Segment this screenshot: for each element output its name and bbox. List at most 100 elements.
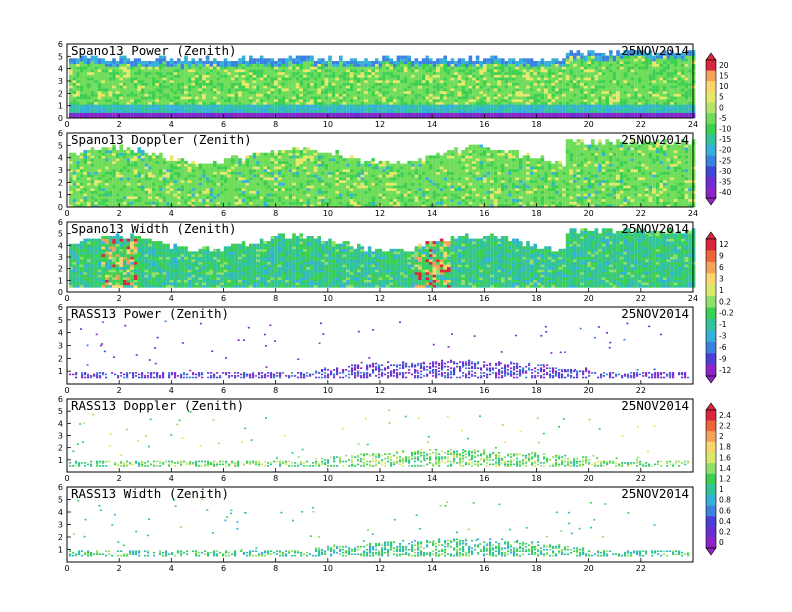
data-cell: [504, 69, 509, 73]
data-cell: [508, 71, 512, 75]
data-cell: [112, 152, 116, 156]
data-cell: [231, 63, 235, 67]
data-cell: [238, 82, 242, 86]
data-cell: [69, 96, 73, 100]
data-cell: [623, 82, 627, 86]
data-cell: [511, 61, 516, 64]
data-cell: [544, 77, 548, 81]
data-cell: [180, 74, 185, 78]
data-cell: [544, 107, 548, 111]
data-cell: [576, 85, 581, 89]
data-cell: [177, 204, 181, 208]
data-cell: [187, 198, 192, 202]
data-cell: [573, 99, 577, 102]
data-cell: [407, 69, 411, 73]
data-cell: [119, 171, 123, 175]
data-cell: [637, 50, 642, 54]
data-cell: [321, 88, 325, 92]
data-cell: [623, 77, 627, 81]
data-cell: [195, 61, 199, 64]
data-cell: [119, 55, 123, 59]
data-cell: [245, 104, 249, 108]
data-cell: [501, 63, 505, 67]
data-cell: [223, 169, 228, 172]
data-cell: [457, 74, 462, 78]
data-cell: [562, 96, 566, 100]
data-cell: [213, 85, 217, 89]
data-cell: [515, 74, 519, 78]
data-cell: [411, 74, 415, 78]
data-cell: [382, 82, 386, 86]
data-cell: [418, 82, 422, 86]
data-cell: [637, 85, 642, 89]
data-cell: [475, 115, 480, 119]
data-cell: [126, 179, 131, 183]
data-cell: [94, 77, 98, 81]
data-cell: [245, 155, 249, 159]
data-cell: [87, 163, 91, 167]
data-cell: [169, 104, 174, 108]
data-cell: [119, 188, 123, 191]
data-cell: [558, 112, 563, 116]
data-cell: [382, 74, 386, 78]
data-cell: [94, 190, 98, 194]
data-cell: [421, 96, 426, 100]
data-cell: [144, 74, 149, 78]
data-cell: [655, 90, 660, 94]
data-cell: [601, 58, 606, 62]
data-cell: [619, 99, 624, 102]
data-cell: [281, 80, 285, 83]
data-cell: [177, 77, 181, 81]
data-cell: [241, 104, 246, 108]
data-cell: [558, 115, 563, 119]
data-cell: [159, 82, 163, 86]
data-cell: [227, 77, 231, 81]
data-cell: [677, 101, 681, 105]
data-cell: [364, 66, 368, 70]
data-cell: [213, 177, 217, 181]
data-cell: [195, 177, 199, 181]
data-cell: [256, 63, 260, 67]
data-cell: [364, 112, 368, 116]
data-cell: [457, 96, 462, 100]
data-cell: [72, 179, 77, 183]
data-cell: [234, 90, 239, 94]
data-cell: [83, 152, 87, 156]
data-cell: [202, 198, 206, 202]
data-cell: [198, 61, 203, 64]
data-cell: [349, 77, 354, 81]
data-cell: [313, 74, 318, 78]
data-cell: [281, 77, 285, 81]
data-cell: [339, 115, 343, 119]
data-cell: [439, 63, 444, 67]
data-cell: [108, 77, 113, 81]
data-cell: [508, 69, 512, 73]
data-cell: [360, 88, 365, 92]
data-cell: [555, 109, 559, 113]
data-cell: [213, 69, 217, 73]
data-cell: [295, 88, 300, 92]
data-cell: [130, 163, 134, 167]
x-tick-label: 24: [688, 120, 698, 129]
data-cell: [79, 182, 84, 186]
data-cell: [97, 63, 102, 67]
data-cell: [288, 90, 293, 94]
data-cell: [123, 109, 127, 113]
data-cell: [238, 101, 242, 105]
data-cell: [483, 66, 487, 70]
data-cell: [123, 169, 127, 172]
data-cell: [666, 101, 671, 105]
data-cell: [555, 71, 559, 75]
data-cell: [497, 69, 501, 73]
data-cell: [155, 77, 159, 81]
data-cell: [637, 115, 642, 119]
data-cell: [187, 80, 192, 83]
data-cell: [256, 69, 260, 73]
data-cell: [558, 63, 563, 67]
data-cell: [249, 201, 253, 205]
data-cell: [126, 96, 131, 100]
data-cell: [421, 85, 426, 89]
data-cell: [378, 88, 383, 92]
data-cell: [94, 69, 98, 73]
data-cell: [529, 109, 534, 113]
